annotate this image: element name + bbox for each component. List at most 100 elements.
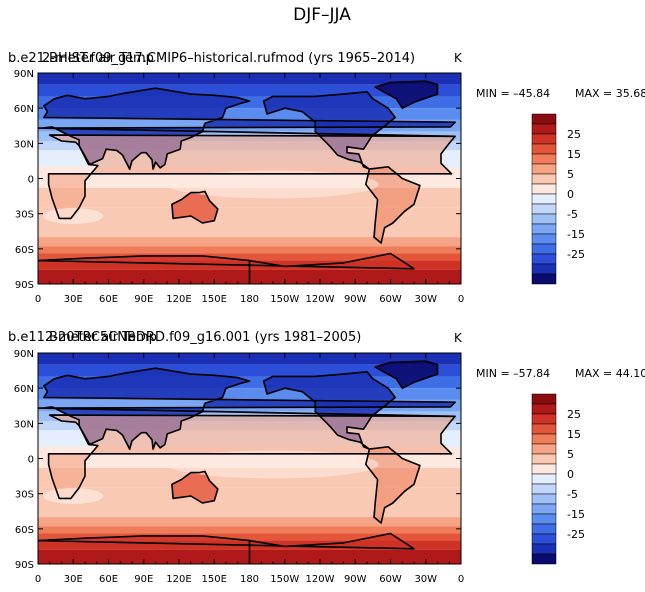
- y-tick-label: 90N: [14, 69, 34, 80]
- panel-2-max-label: MAX = 44.10: [575, 367, 645, 380]
- colorbar-swatch: [531, 163, 557, 175]
- coastline: [374, 360, 439, 389]
- x-tick-label: 180: [240, 294, 259, 305]
- colorbar-swatch: [531, 423, 557, 435]
- colorbar-swatch: [531, 403, 557, 415]
- colorbar-swatch: [531, 133, 557, 145]
- panel-2-units: K: [454, 331, 463, 345]
- x-tick-label: 0: [458, 574, 464, 585]
- x-tick-label: 150W: [270, 574, 299, 585]
- colorbar-swatch: [531, 153, 557, 165]
- colorbar-tick-label: -15: [567, 228, 585, 241]
- y-tick-label: 30S: [15, 210, 34, 221]
- panel-2-title: b.e11.B20TRC5CNBDRD.f09_g16.001 (yrs 198…: [8, 330, 361, 345]
- x-tick-label: 0: [458, 294, 464, 305]
- x-tick-label: 30W: [414, 574, 437, 585]
- y-tick-label: 60S: [15, 245, 34, 256]
- x-tick-label: 150W: [270, 294, 299, 305]
- colorbar-tick-label: -25: [567, 248, 585, 261]
- panel-2-y-ticks: 90N 60N 30N 0 30S 60S 90S: [14, 349, 461, 571]
- x-tick-label: 120W: [306, 294, 335, 305]
- coastline: [47, 134, 456, 220]
- panel-2-map: [37, 352, 462, 565]
- colorbar-swatch: [531, 443, 557, 455]
- panel-1-min-label: MIN = –45.84: [476, 87, 550, 100]
- coastline: [365, 166, 421, 244]
- colorbar-swatch: [531, 213, 557, 225]
- y-tick-label: 60N: [14, 384, 34, 395]
- colorbar-tick-label: 0: [567, 468, 574, 481]
- coastline: [374, 80, 439, 109]
- x-tick-label: 90W: [344, 574, 367, 585]
- x-tick-label: 180: [240, 574, 259, 585]
- panel-1-units: K: [454, 51, 463, 65]
- colorbar-tick-label: 0: [567, 188, 574, 201]
- coastline: [171, 190, 219, 224]
- colorbar-swatch: [531, 193, 557, 205]
- y-tick-label: 90N: [14, 349, 34, 360]
- colorbar-swatch: [531, 223, 557, 235]
- y-tick-label: 0: [28, 455, 34, 466]
- x-tick-label: 120E: [166, 574, 191, 585]
- panel-1-colorbar: 25 15 5 0 -5 -15 -25: [531, 113, 585, 285]
- x-tick-label: 30W: [414, 294, 437, 305]
- colorbar-swatch: [531, 453, 557, 465]
- colorbar-swatch: [531, 393, 557, 405]
- colorbar-swatch: [531, 263, 557, 275]
- colorbar-tick-label: 15: [567, 148, 581, 161]
- y-tick-label: 30S: [15, 490, 34, 501]
- figure-title: DJF–JJA: [293, 5, 351, 25]
- y-tick-label: 30N: [14, 139, 34, 150]
- colorbar-swatch: [531, 553, 557, 565]
- panel-1-map: [37, 72, 462, 285]
- y-tick-label: 90S: [15, 280, 34, 291]
- x-tick-label: 60E: [99, 574, 118, 585]
- panel-2-colorbar: 25 15 5 0 -5 -15 -25: [531, 393, 585, 565]
- x-tick-label: 120E: [166, 294, 191, 305]
- x-tick-label: 0: [35, 574, 41, 585]
- x-tick-label: 30E: [64, 574, 83, 585]
- coastline: [365, 446, 421, 524]
- x-tick-label: 60W: [379, 294, 402, 305]
- x-tick-label: 30E: [64, 294, 83, 305]
- coastline: [38, 532, 415, 564]
- colorbar-swatch: [531, 473, 557, 485]
- x-tick-label: 60W: [379, 574, 402, 585]
- x-tick-label: 90E: [134, 294, 153, 305]
- colorbar-swatch: [531, 123, 557, 135]
- panel-1-title-overlap: 2-meter air Temp: [42, 51, 154, 66]
- colorbar-swatch: [531, 493, 557, 505]
- panel-1: 2-meter air Temp b.e21.BHIST.f09_g17.CMI…: [8, 51, 645, 305]
- colorbar-swatch: [531, 503, 557, 515]
- x-tick-label: 120W: [306, 574, 335, 585]
- y-tick-label: 90S: [15, 560, 34, 571]
- colorbar-tick-label: -15: [567, 508, 585, 521]
- coastline: [262, 371, 396, 450]
- y-tick-label: 60N: [14, 104, 34, 115]
- colorbar-swatch: [531, 433, 557, 445]
- colorbar-swatch: [531, 253, 557, 265]
- colorbar-tick-label: -25: [567, 528, 585, 541]
- colorbar-swatch: [531, 113, 557, 125]
- y-tick-label: 0: [28, 175, 34, 186]
- panel-2-title-overlap: 2-meter air Temp: [45, 330, 157, 345]
- colorbar-swatch: [531, 523, 557, 535]
- colorbar-tick-label: 15: [567, 428, 581, 441]
- colorbar-swatch: [531, 463, 557, 475]
- colorbar-swatch: [531, 233, 557, 245]
- y-tick-label: 30N: [14, 419, 34, 430]
- colorbar-swatch: [531, 483, 557, 495]
- x-tick-label: 60E: [99, 294, 118, 305]
- x-tick-label: 0: [35, 294, 41, 305]
- y-tick-label: 60S: [15, 525, 34, 536]
- coastline: [38, 252, 415, 284]
- colorbar-swatch: [531, 273, 557, 285]
- colorbar-tick-label: 25: [567, 128, 581, 141]
- panel-2-min-label: MIN = –57.84: [476, 367, 550, 380]
- colorbar-tick-label: 25: [567, 408, 581, 421]
- panel-1-x-ticks: 0 30E 60E 90E 120E 150E 180 150W 120W 90W 60W 30W 0: [35, 73, 464, 305]
- coastline: [171, 470, 219, 504]
- x-tick-label: 90W: [344, 294, 367, 305]
- panel-1-title: b.e21.BHIST.f09_g17.CMIP6–historical.ruf…: [8, 51, 415, 66]
